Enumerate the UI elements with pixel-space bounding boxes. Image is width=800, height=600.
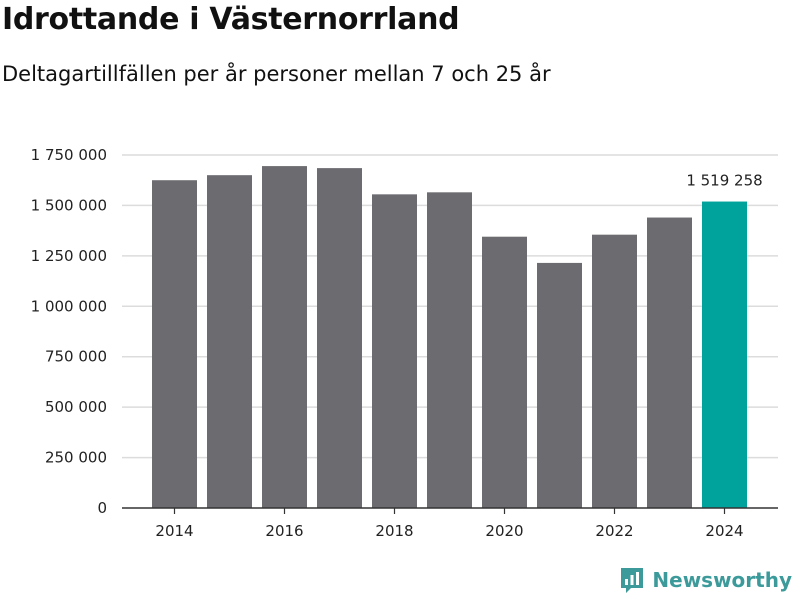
highlight-value-label: 1 519 258	[686, 172, 762, 190]
y-tick-label: 500 000	[45, 398, 107, 416]
x-tick-label: 2024	[705, 522, 743, 540]
x-tick-label: 2022	[595, 522, 633, 540]
y-tick-label: 0	[97, 499, 107, 517]
y-tick-label: 1 750 000	[31, 146, 107, 164]
bar-2017	[317, 168, 362, 508]
x-axis: 2014 2016 2018 2020 2022 2024	[122, 507, 778, 540]
bar-2022	[592, 234, 637, 509]
newsworthy-logo-icon	[621, 568, 644, 593]
bars	[152, 166, 747, 509]
bar-2019	[427, 192, 472, 508]
y-tick-label: 750 000	[45, 348, 107, 366]
bar-2024	[702, 201, 747, 509]
bar-2018	[372, 194, 417, 508]
bar-2023	[647, 217, 692, 508]
bar-2021	[537, 262, 582, 508]
bar-2016	[262, 166, 307, 508]
bar-2014	[152, 180, 197, 508]
bar-2020	[482, 236, 527, 509]
x-tick-label: 2018	[375, 522, 413, 540]
data-labels: 1 519 258	[686, 172, 762, 190]
y-axis-ticks: 0 250 000 500 000 750 000 1 000 000 1 250 000…	[31, 146, 107, 517]
chart-subtitle: Deltagartillfällen per år personer mella…	[2, 62, 551, 86]
bar-2015	[207, 175, 252, 508]
y-tick-label: 1 250 000	[31, 247, 107, 265]
chart-title: Idrottande i Västernorrland	[2, 2, 460, 37]
y-tick-label: 250 000	[45, 449, 107, 467]
x-tick-label: 2020	[485, 522, 523, 540]
brand-name: Newsworthy	[652, 568, 792, 592]
y-tick-label: 1 000 000	[31, 297, 107, 315]
brand-logo: Newsworthy	[619, 566, 792, 594]
x-tick-label: 2014	[155, 522, 193, 540]
x-tick-label: 2016	[265, 522, 303, 540]
y-tick-label: 1 500 000	[31, 196, 107, 214]
